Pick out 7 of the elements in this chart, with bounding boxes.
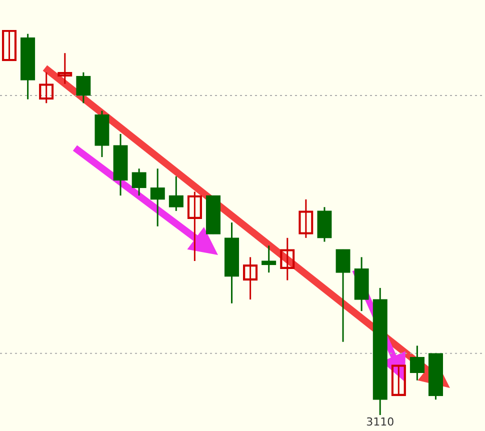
candlestick — [262, 244, 276, 274]
candlestick — [391, 364, 406, 396]
candlestick — [150, 168, 165, 228]
candlestick — [168, 176, 184, 212]
annotation: 3110 — [366, 415, 394, 428]
candlestick — [336, 248, 350, 343]
candlestick — [2, 29, 17, 62]
